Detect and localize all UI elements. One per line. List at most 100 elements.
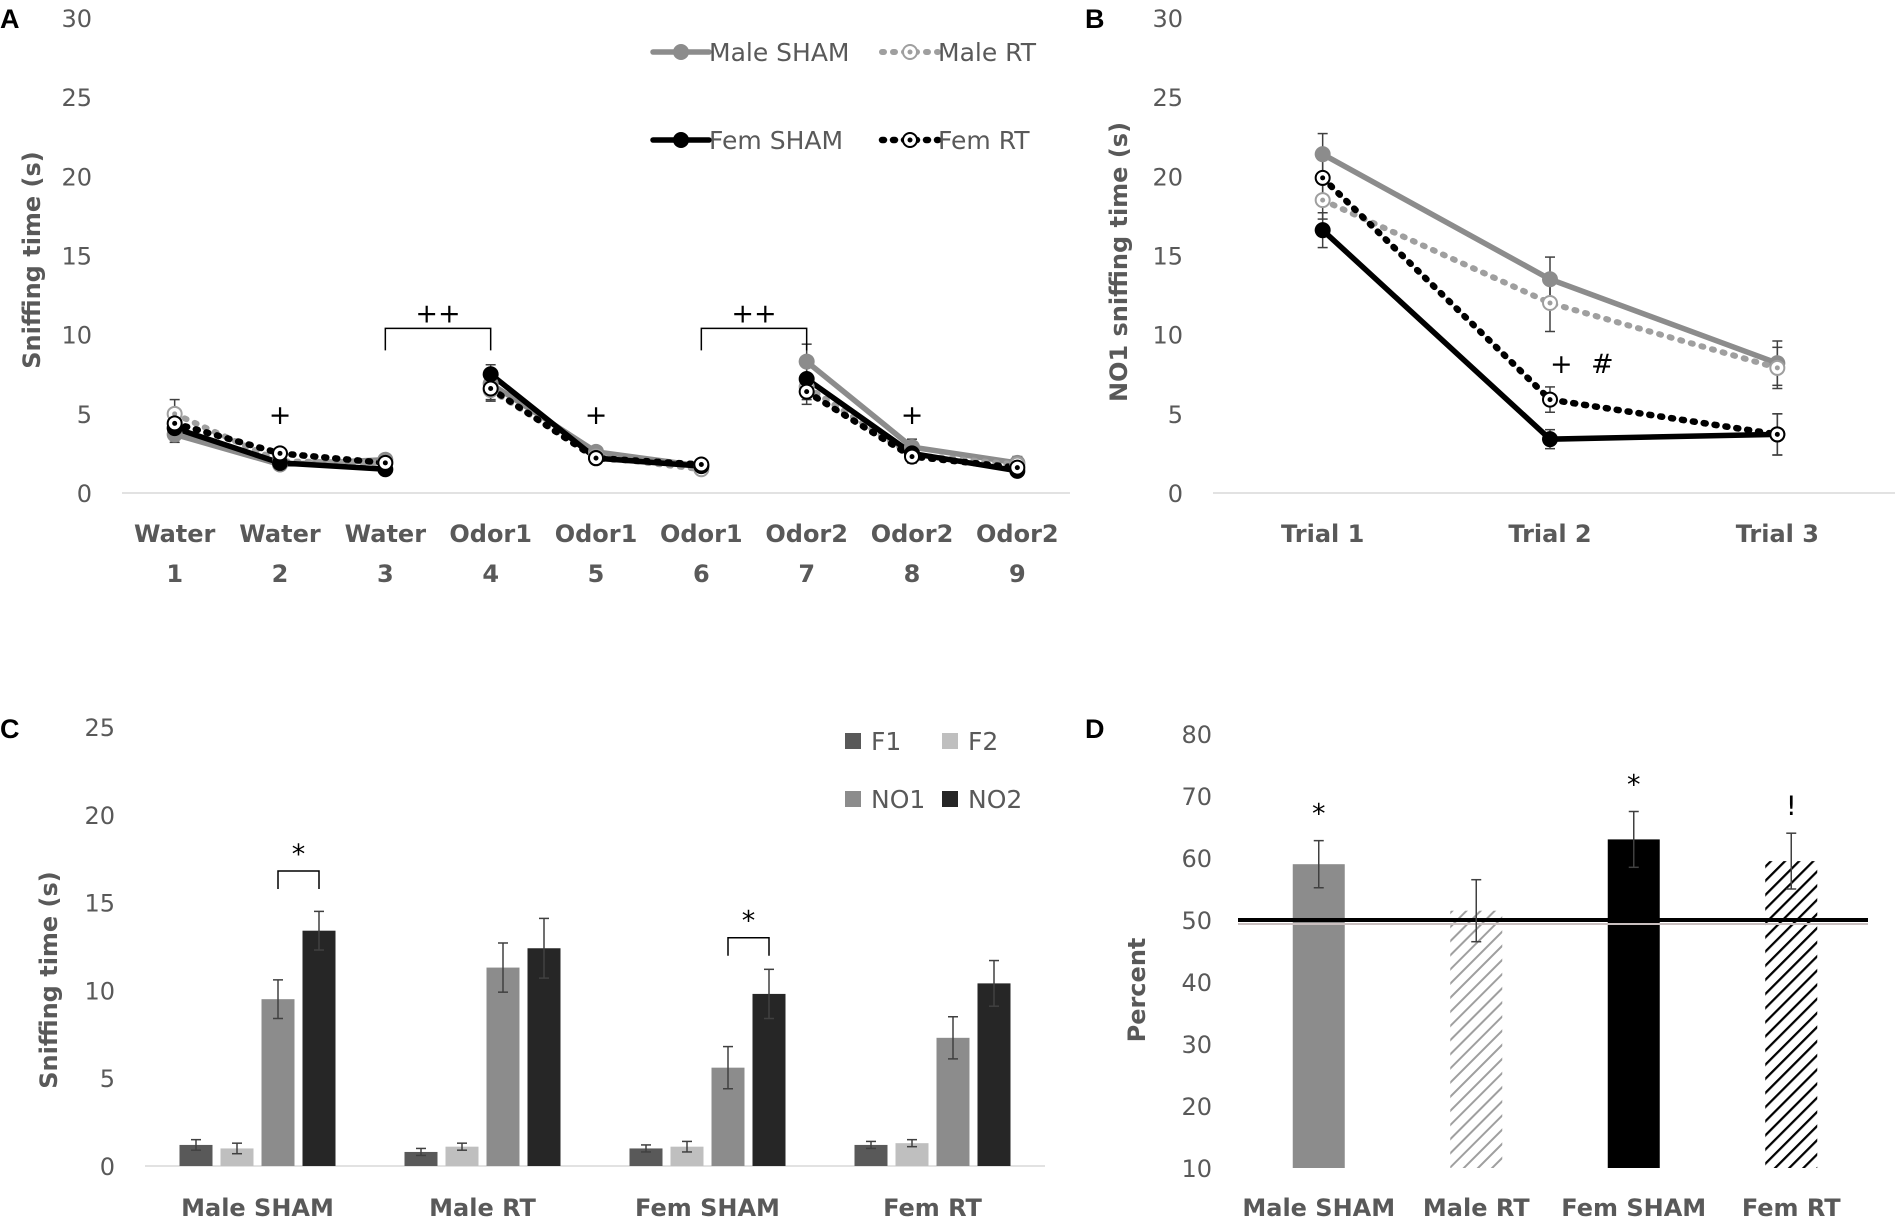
legend-label-f1: F1	[871, 727, 901, 756]
bar-f2	[220, 1148, 254, 1166]
bar-solid-black	[1607, 839, 1660, 1168]
bar-hatch-gray	[1450, 910, 1503, 1168]
data-point-fem_rt-center	[172, 420, 178, 426]
bar-hatch-black	[1765, 861, 1818, 1168]
data-point-male_rt-center	[1774, 365, 1780, 371]
significance-bracket	[700, 327, 808, 351]
data-point-fem_rt-center	[382, 460, 388, 466]
x-tick-label: Fem RT	[883, 1194, 982, 1222]
x-tick-label: Water	[134, 520, 216, 548]
significance-bracket	[277, 870, 320, 889]
data-point-fem_sham	[798, 371, 815, 387]
legend-label-fem_sham: Fem SHAM	[709, 126, 843, 155]
y-tick-label: 30	[1181, 1031, 1212, 1059]
x-tick-label-number: 1	[166, 560, 183, 588]
x-tick-label: Male SHAM	[1242, 1194, 1395, 1222]
panel-label-a: A	[0, 4, 20, 34]
legend-label-no2: NO2	[968, 785, 1022, 814]
significance-bracket-label: ++	[415, 298, 460, 329]
data-point-fem_rt-center	[804, 389, 810, 395]
x-tick-label: Fem SHAM	[635, 1194, 780, 1222]
significance-bracket	[727, 936, 770, 956]
significance-bracket-label: ++	[731, 298, 776, 329]
y-tick-label: 30	[61, 5, 92, 33]
bar-f1	[179, 1144, 213, 1166]
x-tick-label: Fem SHAM	[1561, 1194, 1706, 1222]
y-tick-label: 0	[77, 480, 92, 508]
panel-d-chart: 10 20 30 40 50 60 70 80 Percent Male SHAM Male RT F…	[1123, 721, 1868, 1222]
bar-f1	[404, 1151, 438, 1166]
y-axis-title: Percent	[1123, 938, 1151, 1043]
y-tick-label: 15	[61, 243, 92, 271]
x-tick-label: Odor2	[871, 520, 954, 548]
data-point-male_rt-center	[1320, 197, 1326, 203]
y-tick-label: 0	[100, 1153, 115, 1181]
significance-mark: *	[1627, 770, 1641, 801]
x-tick-label-number: 3	[377, 560, 394, 588]
y-tick-label: 50	[1181, 907, 1212, 935]
legend-swatch-no1	[845, 791, 861, 807]
series-line-male_rt	[1319, 197, 1781, 371]
x-tick-label: Odor2	[765, 520, 848, 548]
legend-label-fem_rt: Fem RT	[938, 126, 1030, 155]
significance-bracket-label: *	[742, 906, 756, 937]
bar-f1	[629, 1148, 663, 1166]
x-tick-label: Fem RT	[1742, 1194, 1841, 1222]
y-tick-label: 10	[1181, 1155, 1212, 1183]
y-tick-label: 15	[1152, 243, 1183, 271]
data-point-fem_rt-center	[1014, 465, 1020, 471]
bar-no1	[261, 999, 295, 1166]
panel-label-c: C	[0, 714, 20, 744]
bar-no2	[752, 993, 786, 1166]
data-point-fem_sham	[482, 366, 499, 383]
significance-mark: +	[1550, 349, 1573, 380]
significance-mark: +	[585, 400, 608, 431]
y-axis-title: Sniffing time (s)	[35, 871, 63, 1089]
x-tick-label-number: 6	[693, 560, 710, 588]
y-tick-label: 10	[1152, 322, 1183, 350]
x-tick-label: Water	[239, 520, 321, 548]
x-tick-label: Trial 3	[1736, 520, 1819, 548]
x-tick-label: Trial 2	[1508, 520, 1591, 548]
x-tick-label: Water	[345, 520, 427, 548]
data-point-male_rt-center	[1547, 300, 1553, 306]
panel-b-chart: 0 5 10 15 20 25 30 NO1 sniffing time (s) Trial 1…	[1105, 5, 1895, 548]
legend-marker-male_sham	[673, 44, 689, 60]
significance-mark: !	[1786, 791, 1797, 822]
legend-swatch-f1	[845, 733, 861, 749]
significance-mark: +	[269, 400, 292, 431]
bar-no1	[486, 967, 520, 1166]
x-tick-label-number: 7	[798, 560, 815, 588]
y-tick-label: 70	[1181, 783, 1212, 811]
series-line-male_rt	[171, 410, 389, 466]
data-point-fem_rt-center	[488, 386, 494, 391]
y-tick-label: 5	[1168, 401, 1183, 429]
y-axis-title: NO1 sniffing time (s)	[1105, 122, 1133, 402]
legend-label-no1: NO1	[871, 785, 925, 814]
y-tick-label: 15	[84, 890, 115, 918]
y-tick-label: 20	[84, 802, 115, 830]
data-point-fem_rt-center	[277, 450, 283, 456]
y-tick-label: 25	[84, 714, 115, 742]
data-point-fem_rt-center	[1774, 431, 1780, 437]
y-tick-label: 20	[1152, 163, 1183, 191]
x-tick-label: Odor1	[555, 520, 638, 548]
y-tick-label: 25	[1152, 84, 1183, 112]
data-point-male_sham	[1542, 271, 1558, 288]
data-point-fem_rt-center	[1320, 175, 1326, 181]
data-point-male_sham	[1314, 146, 1331, 163]
data-point-fem_rt-center	[909, 454, 915, 460]
data-point-fem_rt-center	[593, 455, 599, 461]
x-tick-label: Male RT	[429, 1194, 536, 1222]
y-tick-label: 10	[61, 322, 92, 350]
y-tick-label: 10	[84, 977, 115, 1005]
significance-mark: +	[901, 400, 924, 431]
data-point-fem_sham	[1314, 222, 1331, 239]
y-tick-label: 30	[1152, 5, 1183, 33]
y-tick-label: 60	[1181, 845, 1212, 873]
bar-f2	[895, 1143, 929, 1166]
legend-swatch-no2	[942, 791, 958, 807]
legend-marker-male_rt-center	[907, 49, 913, 55]
significance-mark: *	[1312, 799, 1326, 830]
